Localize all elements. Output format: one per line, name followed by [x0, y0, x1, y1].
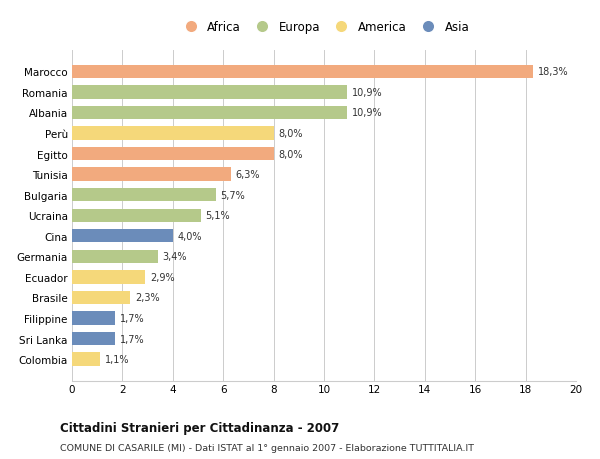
Text: 10,9%: 10,9%: [352, 108, 382, 118]
Text: 5,7%: 5,7%: [221, 190, 245, 200]
Bar: [72, 209, 200, 223]
Bar: [72, 106, 347, 120]
Bar: [72, 353, 100, 366]
Text: 1,1%: 1,1%: [105, 354, 129, 364]
Bar: [72, 230, 173, 243]
Text: 1,7%: 1,7%: [120, 334, 145, 344]
Bar: [72, 86, 347, 99]
Bar: [72, 312, 115, 325]
Bar: [72, 127, 274, 140]
Bar: [72, 66, 533, 79]
Text: 2,9%: 2,9%: [150, 272, 175, 282]
Text: 3,4%: 3,4%: [163, 252, 187, 262]
Text: 1,7%: 1,7%: [120, 313, 145, 323]
Bar: [72, 291, 130, 304]
Text: 4,0%: 4,0%: [178, 231, 202, 241]
Text: Cittadini Stranieri per Cittadinanza - 2007: Cittadini Stranieri per Cittadinanza - 2…: [60, 421, 339, 434]
Text: 10,9%: 10,9%: [352, 88, 382, 98]
Bar: [72, 168, 231, 181]
Text: 18,3%: 18,3%: [538, 67, 569, 77]
Bar: [72, 271, 145, 284]
Bar: [72, 189, 215, 202]
Text: 2,3%: 2,3%: [135, 293, 160, 303]
Bar: [72, 332, 115, 346]
Bar: [72, 250, 158, 263]
Text: 8,0%: 8,0%: [278, 129, 303, 139]
Legend: Africa, Europa, America, Asia: Africa, Europa, America, Asia: [174, 17, 474, 39]
Text: 8,0%: 8,0%: [278, 149, 303, 159]
Text: 6,3%: 6,3%: [236, 170, 260, 180]
Text: 5,1%: 5,1%: [206, 211, 230, 221]
Bar: [72, 147, 274, 161]
Text: COMUNE DI CASARILE (MI) - Dati ISTAT al 1° gennaio 2007 - Elaborazione TUTTITALI: COMUNE DI CASARILE (MI) - Dati ISTAT al …: [60, 443, 474, 452]
